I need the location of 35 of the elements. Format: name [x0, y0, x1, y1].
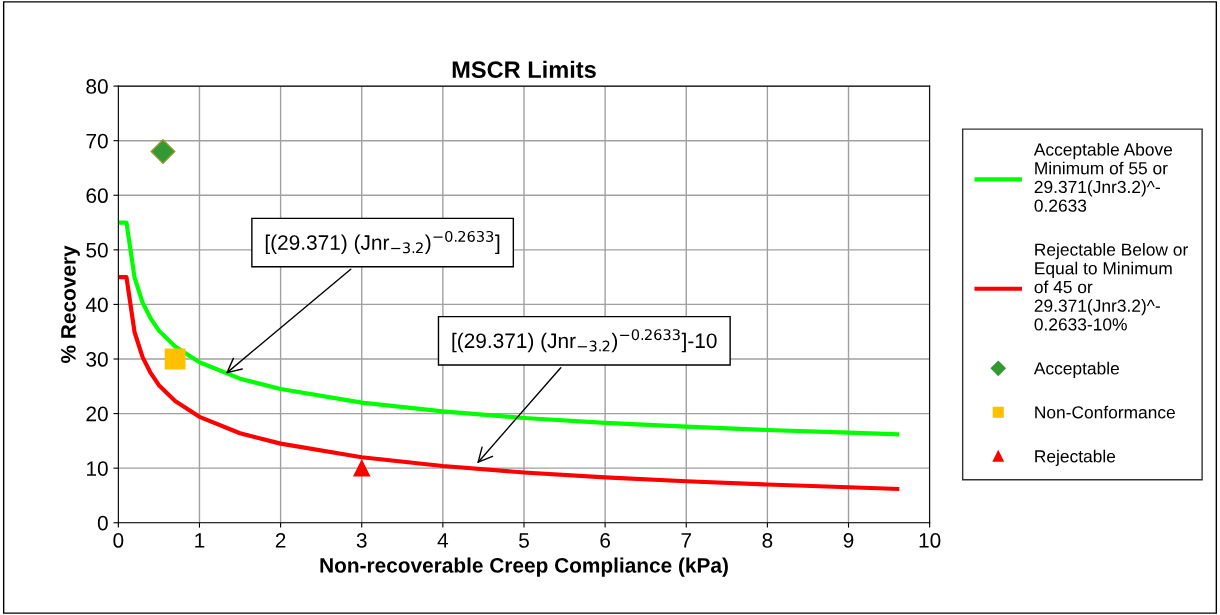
- y-axis-title: % Recovery: [61, 245, 80, 363]
- x-tick-label: 10: [919, 533, 941, 548]
- x-tick-label: 5: [519, 533, 529, 548]
- y-tick-label: 30: [86, 352, 108, 367]
- legend-label: Acceptable Above Minimum of 55 or 29.371(Jnr3.2)^- 0.2633: [1033, 142, 1173, 212]
- point: [353, 459, 371, 477]
- x-tick-label: 2: [275, 533, 286, 548]
- annotation: [(29.371) (Jnr$_{−3.2}$)$^{−0.2633}$]: [265, 230, 500, 255]
- x-tick-label: 3: [356, 533, 367, 548]
- x-tick-label: 1: [195, 533, 205, 548]
- legend-label: Rejectable: [1035, 449, 1116, 466]
- x-tick-label: 4: [437, 533, 449, 548]
- y-tick-label: 40: [85, 297, 108, 313]
- x-axis-title: Non-recoverable Creep Compliance (kPa): [320, 557, 728, 577]
- x-tick-label: 8: [762, 533, 773, 548]
- point: [150, 139, 176, 165]
- x-tick-label: 6: [600, 533, 610, 548]
- y-tick-label: 0: [97, 515, 108, 531]
- x-tick-label: 9: [843, 533, 854, 548]
- y-tick-label: 80: [86, 79, 108, 94]
- chart-title: MSCR Limits: [452, 60, 596, 78]
- legend-label: Non-Conformance: [1035, 405, 1175, 419]
- legend-label: Acceptable: [1033, 361, 1119, 378]
- line-series: [118, 220, 900, 437]
- x-tick-label: 0: [113, 533, 124, 548]
- legend-label: Rejectable Below or Equal to Minimum of 45 or 29.371(Jnr3.2)^- 0.2633-10%: [1034, 243, 1188, 331]
- annotation: [(29.371) (Jnr$_{−3.2}$)$^{−0.2633}$]-10: [452, 329, 717, 353]
- x-tick-label: 7: [681, 533, 691, 548]
- point: [164, 348, 186, 370]
- y-tick-label: 10: [87, 461, 108, 476]
- y-tick-label: 70: [86, 133, 108, 149]
- y-tick-label: 20: [86, 406, 108, 422]
- y-tick-label: 50: [86, 242, 108, 258]
- y-tick-label: 60: [86, 188, 108, 204]
- line-series: [118, 275, 900, 491]
